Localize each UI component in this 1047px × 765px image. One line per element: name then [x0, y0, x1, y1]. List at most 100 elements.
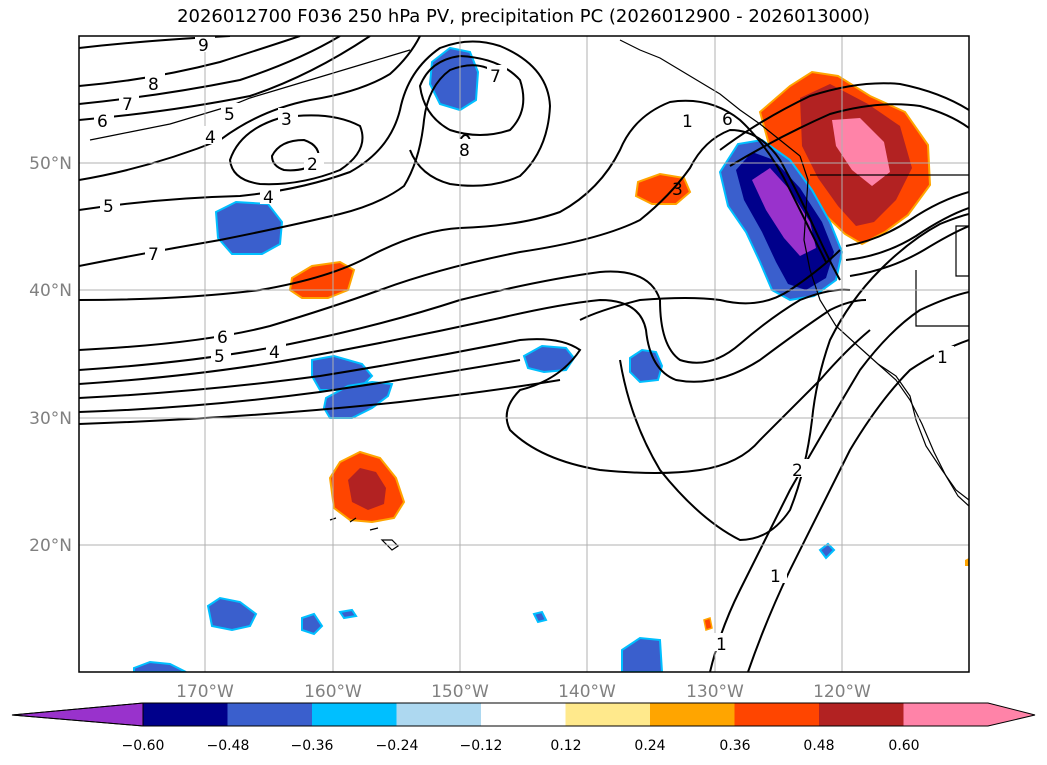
contour-label: 3	[281, 110, 292, 130]
precip-south-negative-4	[532, 610, 548, 624]
contour-label: 4	[269, 343, 280, 363]
lat-label: 50°N	[29, 154, 72, 174]
contour-label: 6	[722, 110, 733, 130]
colorbar-tick-label: 0.24	[634, 738, 665, 754]
contour-7-mid	[79, 64, 501, 267]
contour-8	[79, 36, 301, 87]
state-border-1	[915, 270, 969, 327]
contour-label: 4	[263, 188, 274, 208]
precip-south-negative-7	[818, 542, 836, 560]
contour-label: 6	[97, 112, 108, 132]
colorbar-cell	[312, 703, 397, 726]
colorbar-tick-label: 0.48	[803, 738, 834, 754]
contour-label: 7	[490, 67, 501, 87]
colorbar-cell	[396, 703, 482, 726]
contour-4-north	[79, 40, 552, 211]
contour-label: 5	[103, 197, 114, 217]
contour-label: 5	[214, 347, 225, 367]
precip-west-coast-negative-max	[752, 168, 816, 256]
contour-jet-core-2	[729, 103, 969, 167]
contour-label: 1	[770, 567, 781, 587]
contour-1-b	[747, 339, 969, 672]
contour-label: 2	[307, 155, 318, 175]
colorbar-cell	[650, 703, 735, 726]
colorbar-cell	[481, 703, 566, 726]
colorbar-cell	[227, 703, 313, 726]
colorbar-tick-label: −0.12	[460, 738, 503, 754]
lon-label: 120°W	[813, 682, 871, 702]
colorbar-cell	[143, 703, 228, 726]
precip-south-negative-5	[621, 636, 664, 672]
contour-label: 1	[682, 112, 693, 132]
colorbar-tick-label: −0.24	[376, 738, 419, 754]
contour-3-closed	[228, 114, 364, 186]
longitude-labels: 170°W 160°W 150°W 140°W 130°W 120°W	[176, 682, 871, 702]
colorbar-cell	[734, 703, 820, 726]
lon-label: 130°W	[686, 682, 744, 702]
contour-3-loop	[579, 249, 841, 321]
contour-trough-2	[845, 207, 969, 261]
contour-sub-2	[79, 359, 521, 413]
contour-label: 5	[224, 105, 235, 125]
contour-label: 9	[198, 36, 209, 56]
north-america-west-coast	[799, 155, 969, 507]
colorbar-cell	[819, 703, 904, 726]
contour-label: 1	[716, 635, 727, 655]
precip-hawaii-strong	[348, 468, 386, 510]
aleutian-islands	[89, 49, 411, 141]
colorbar-cell	[12, 703, 143, 726]
latitude-labels: 50°N 40°N 30°N 20°N	[29, 154, 72, 556]
lat-label: 40°N	[29, 281, 72, 301]
alaska-coast	[619, 39, 801, 157]
precip-east-edge-positive	[965, 558, 969, 566]
colorbar-tick-label: 0.36	[719, 738, 750, 754]
contour-label: 6	[217, 328, 228, 348]
contour-5-mid	[79, 99, 827, 301]
map-frame	[78, 35, 970, 673]
colorbar-ticks: −0.60 −0.48 −0.36 −0.24 −0.12 0.12 0.24 …	[122, 738, 920, 754]
precip-subtropical-negative-2	[322, 380, 394, 419]
lat-label: 30°N	[29, 409, 72, 429]
lon-label: 170°W	[176, 682, 234, 702]
pv-contours	[79, 36, 969, 672]
contour-trough-1	[845, 191, 969, 247]
precip-south-positive-small	[703, 617, 713, 631]
graticule	[79, 36, 969, 672]
contour-label: 1	[937, 348, 948, 368]
contour-2	[619, 213, 969, 542]
baja-california	[877, 363, 969, 501]
contour-label: 7	[122, 95, 133, 115]
precip-central-pacific-positive	[634, 172, 692, 205]
contour-label: 8	[459, 141, 470, 161]
contour-label: 8	[148, 75, 159, 95]
map-title: 2026012700 F036 250 hPa PV, precipitatio…	[177, 6, 870, 27]
state-border-2	[955, 225, 969, 277]
colorbar-tick-label: −0.48	[207, 738, 250, 754]
precip-south-negative-1	[206, 596, 258, 632]
contour-5-south	[79, 270, 851, 371]
colorbar-tick-label: 0.60	[888, 738, 919, 754]
contour-label: 7	[148, 245, 159, 265]
contour-label: 2	[792, 461, 803, 481]
colorbar-tick-label: −0.36	[291, 738, 334, 754]
contour-jet-core-1	[719, 82, 969, 151]
colorbar-cell	[565, 703, 651, 726]
precip-south-negative-2	[301, 612, 324, 636]
contour-1-a	[709, 291, 969, 672]
coastlines	[89, 39, 969, 551]
contour-sub-1	[79, 329, 871, 474]
colorbar-cell	[903, 703, 1035, 726]
contour-trough-3	[849, 225, 969, 277]
lon-label: 150°W	[431, 682, 489, 702]
colorbar-tick-label: 0.12	[550, 738, 581, 754]
map-layers: 9 8 7 6 5 4 3 2 5 4 7 6 5 4	[79, 36, 969, 672]
contour-labels: 9 8 7 6 5 4 3 2 5 4 7 6 5 4	[94, 36, 954, 655]
lat-label: 20°N	[29, 536, 72, 556]
contour-5-north	[79, 36, 421, 181]
contour-closed-gulf	[418, 54, 525, 136]
colorbar-outline	[11, 702, 1036, 727]
colorbar: −0.60 −0.48 −0.36 −0.24 −0.12 0.12 0.24 …	[11, 702, 1036, 754]
precip-west-pacific-negative	[214, 200, 284, 255]
precip-subtropical-negative-3	[522, 344, 576, 374]
lon-label: 140°W	[558, 682, 616, 702]
